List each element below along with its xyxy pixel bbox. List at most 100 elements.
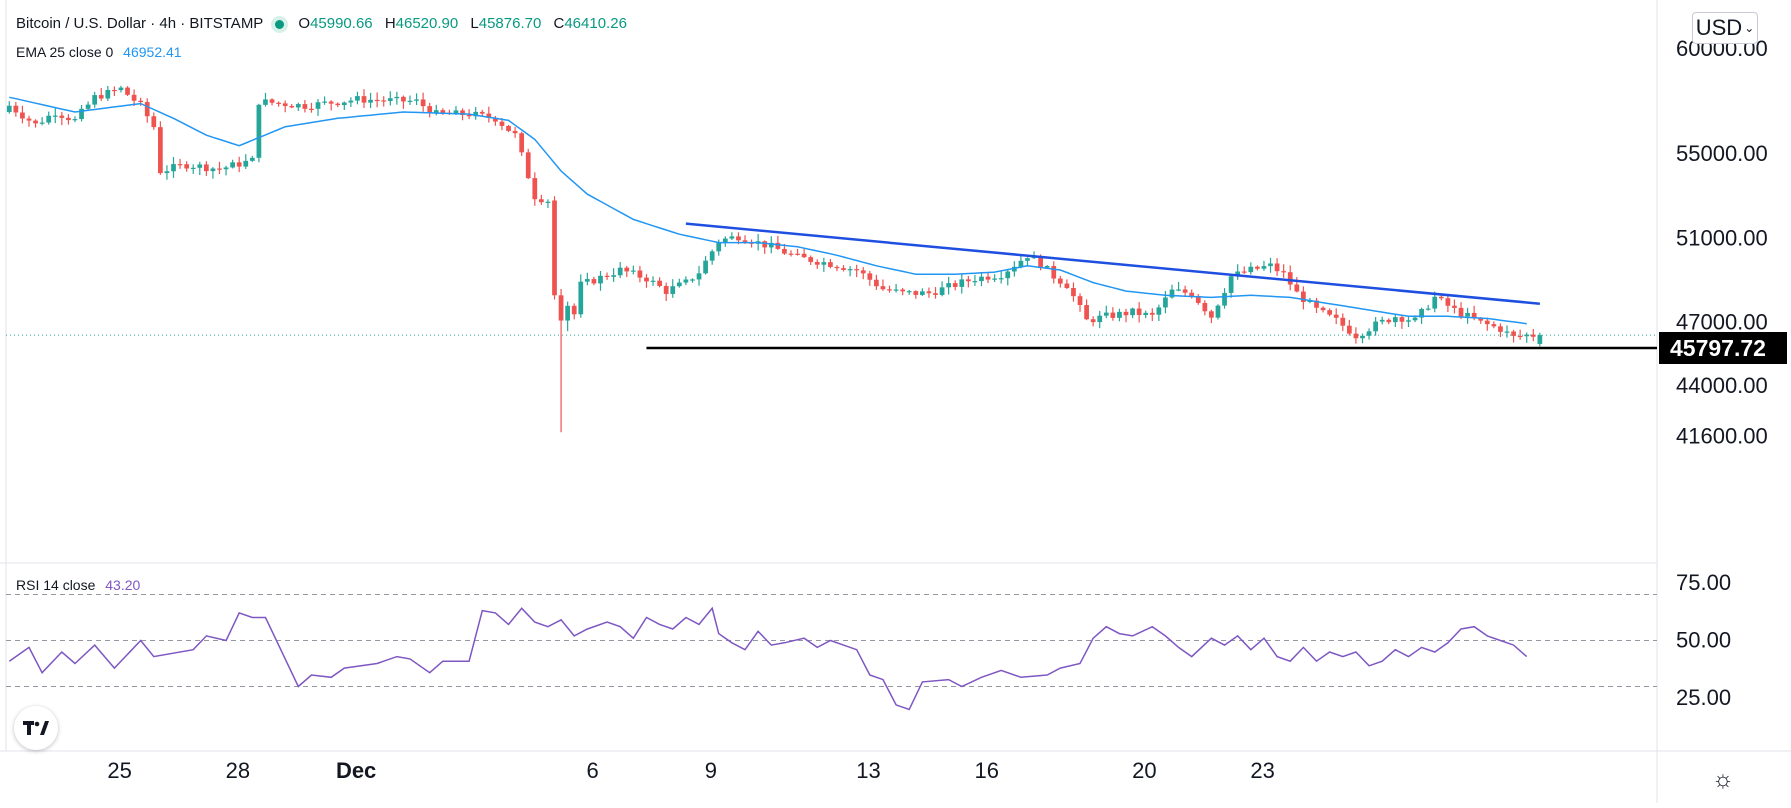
- candle: [98, 87, 104, 101]
- candle-body: [190, 167, 196, 169]
- candle: [348, 97, 354, 107]
- candle-body: [808, 257, 814, 262]
- price-tick-label: 51000.00: [1676, 225, 1768, 250]
- candle: [1373, 316, 1378, 336]
- candle-body: [414, 99, 419, 101]
- candle-body: [998, 278, 1004, 280]
- candle-body: [1097, 315, 1103, 323]
- candle-body: [742, 240, 748, 243]
- candle-body: [736, 236, 741, 241]
- candle-body: [532, 178, 538, 200]
- candle-body: [144, 102, 150, 117]
- candle-body: [1209, 311, 1214, 318]
- candle: [1110, 307, 1116, 321]
- candle-body: [1320, 307, 1326, 311]
- candle: [1235, 264, 1241, 280]
- candle-body: [841, 268, 846, 270]
- candle: [1353, 327, 1359, 344]
- candle: [775, 235, 781, 250]
- gear-icon[interactable]: ☼: [1712, 766, 1734, 793]
- candle-body: [92, 95, 98, 105]
- candle: [696, 265, 702, 286]
- candle: [1425, 304, 1431, 311]
- candle-body: [1005, 271, 1011, 279]
- candle: [801, 248, 807, 259]
- candle: [1287, 265, 1293, 291]
- candle: [657, 277, 662, 288]
- candle: [545, 199, 551, 208]
- candle-body: [243, 160, 249, 167]
- ema-value: 46952.41: [123, 44, 182, 60]
- candle-body: [1051, 266, 1057, 279]
- candle: [1077, 293, 1083, 312]
- candle: [256, 103, 262, 163]
- candle-body: [1064, 283, 1070, 289]
- candle-body: [433, 110, 439, 114]
- candle-body: [249, 157, 255, 161]
- candle: [591, 276, 597, 286]
- rsi-legend[interactable]: RSI 14 close 43.20: [16, 577, 140, 593]
- candle-body: [322, 101, 327, 103]
- candle-body: [690, 279, 695, 281]
- candle-body: [223, 167, 229, 170]
- price-tick-label: 44000.00: [1676, 373, 1768, 398]
- candle: [1130, 307, 1135, 319]
- candle-body: [98, 95, 104, 99]
- candle-body: [539, 199, 544, 203]
- candle-body: [256, 104, 262, 158]
- ema-legend[interactable]: EMA 25 close 0 46952.41: [16, 44, 182, 60]
- candle-body: [1379, 319, 1385, 322]
- candle: [795, 248, 800, 256]
- interval-label[interactable]: 4h: [159, 15, 177, 32]
- candle-body: [676, 282, 682, 287]
- candle-body: [926, 291, 932, 294]
- date-tick-label: 20: [1132, 758, 1156, 783]
- rsi-label: RSI 14 close: [16, 577, 96, 593]
- candle-body: [466, 114, 472, 117]
- candle-body: [887, 289, 892, 291]
- candle-body: [946, 283, 952, 288]
- candle: [1222, 288, 1227, 309]
- candle-body: [328, 101, 334, 104]
- candle-body: [46, 115, 52, 123]
- candle: [650, 276, 656, 286]
- candle: [565, 301, 571, 332]
- ohlc-low-key: L: [470, 15, 479, 32]
- candle: [118, 85, 124, 93]
- date-tick-label: 23: [1250, 758, 1274, 783]
- symbol-legend[interactable]: Bitcoin / U.S. Dollar · 4h · BITSTAMP O4…: [16, 15, 635, 32]
- candle-body: [1491, 324, 1497, 327]
- candle-body: [1018, 260, 1024, 267]
- candle-body: [1169, 289, 1175, 298]
- candle-body: [493, 117, 498, 122]
- candle-body: [1136, 308, 1142, 316]
- tradingview-logo-icon[interactable]: [14, 706, 58, 750]
- rsi-pane: [6, 594, 1657, 711]
- candle-body: [263, 99, 268, 105]
- candle: [1103, 305, 1109, 319]
- candle: [1117, 308, 1122, 322]
- price-pane: [6, 85, 1657, 433]
- candle-body: [1215, 305, 1221, 318]
- candle-body: [512, 130, 518, 134]
- candle: [1097, 310, 1103, 329]
- candle: [1176, 281, 1181, 292]
- candle: [177, 158, 183, 169]
- candle: [1123, 308, 1129, 323]
- candle-body: [158, 127, 163, 174]
- candle: [473, 107, 479, 120]
- candle-body: [1373, 321, 1378, 332]
- candle: [768, 236, 774, 254]
- candle: [1517, 329, 1523, 340]
- candle: [946, 276, 952, 295]
- currency-button[interactable]: USD ⌄: [1692, 12, 1758, 44]
- candle: [703, 256, 708, 275]
- candle: [552, 196, 557, 300]
- candle-body: [1517, 335, 1523, 338]
- candle: [683, 276, 689, 286]
- candle: [749, 239, 754, 248]
- candle: [992, 274, 997, 283]
- candle-body: [1038, 256, 1043, 268]
